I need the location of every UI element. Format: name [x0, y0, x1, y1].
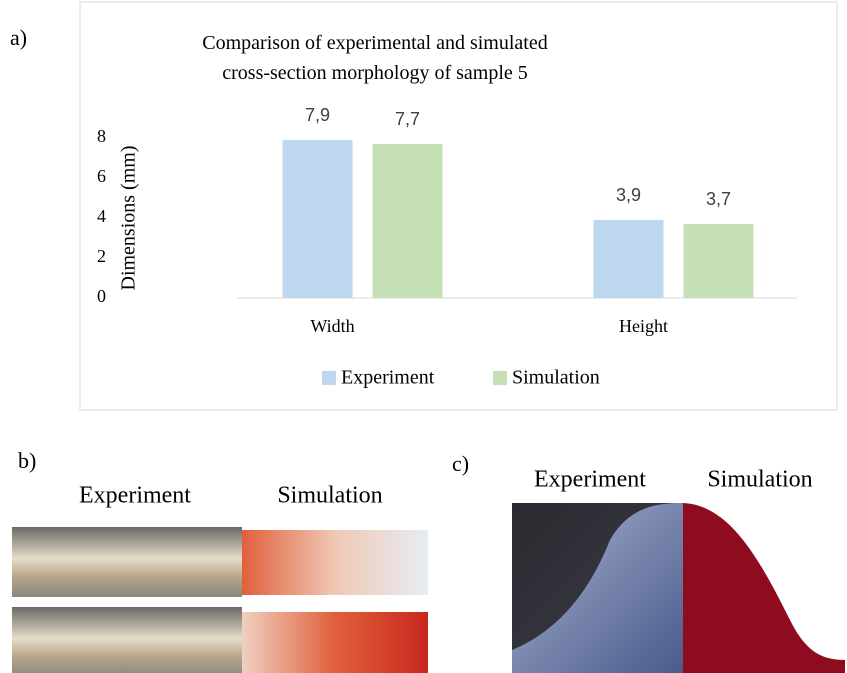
y-tick-label: 4 — [97, 206, 106, 226]
bar — [282, 140, 353, 298]
micrograph-region — [512, 503, 683, 673]
bar — [593, 220, 664, 298]
simulation-region — [683, 503, 845, 673]
y-tick-label: 6 — [97, 166, 106, 186]
data-label: 3,7 — [706, 189, 731, 209]
y-axis-label: Dimensions (mm) — [118, 146, 140, 291]
x-tick-label: Height — [619, 316, 668, 336]
chart-title: Comparison of experimental and simulated… — [202, 32, 548, 84]
bar — [683, 224, 754, 298]
data-label: 3,9 — [616, 185, 641, 205]
bar — [372, 144, 443, 298]
simulation-image — [242, 530, 428, 595]
panel-label: b) — [18, 448, 36, 473]
panel-label: a) — [10, 25, 27, 50]
image-caption: Simulation — [277, 483, 382, 509]
y-tick-label: 8 — [97, 126, 106, 146]
y-tick-label: 0 — [97, 286, 106, 306]
y-tick-label: 2 — [97, 246, 106, 266]
photo — [12, 607, 242, 673]
data-label: 7,7 — [395, 109, 420, 129]
chart-frame — [79, 1, 838, 411]
image-caption: Experiment — [534, 467, 646, 493]
photo — [12, 527, 242, 597]
legend-swatch — [322, 371, 336, 385]
image-caption: Simulation — [707, 467, 812, 493]
legend-label: Experiment — [341, 367, 435, 389]
simulation-image — [242, 612, 428, 673]
x-tick-label: Width — [310, 316, 354, 336]
image-caption: Experiment — [79, 483, 191, 509]
legend-swatch — [493, 371, 507, 385]
panel-label: c) — [452, 451, 469, 476]
legend-label: Simulation — [512, 367, 600, 389]
data-label: 7,9 — [305, 105, 330, 125]
